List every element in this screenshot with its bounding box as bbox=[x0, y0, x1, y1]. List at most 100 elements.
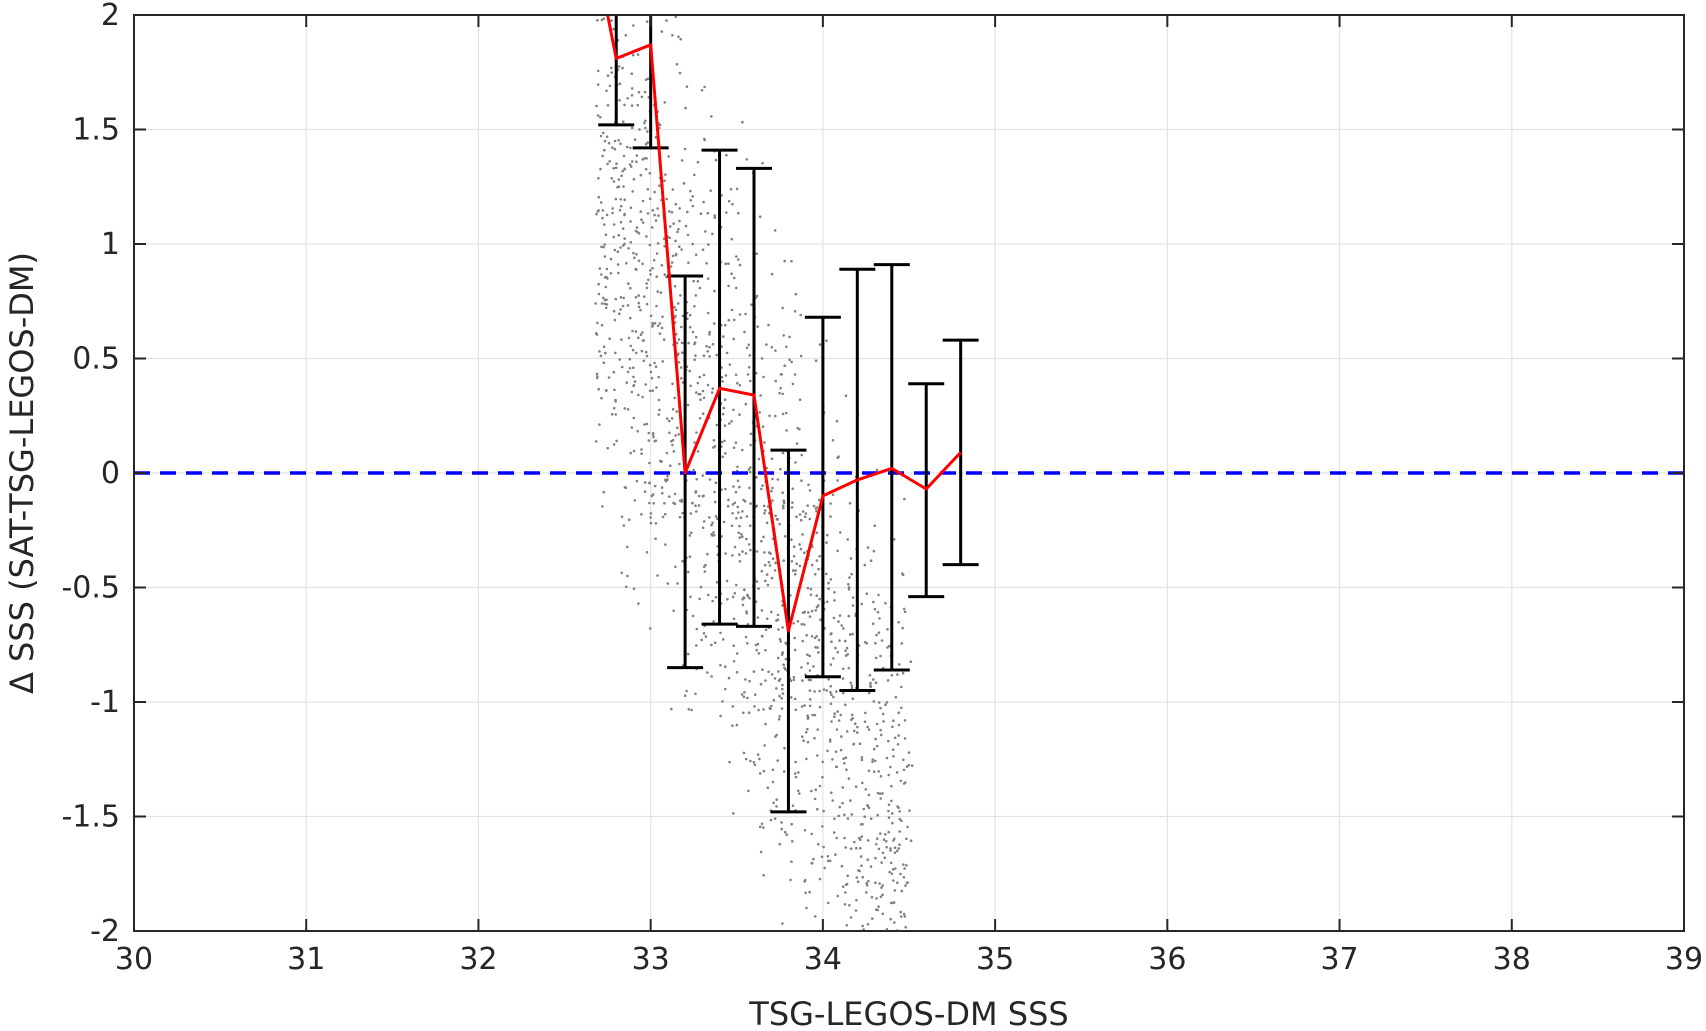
scatter-point bbox=[850, 572, 853, 576]
scatter-point bbox=[701, 248, 705, 251]
scatter-point bbox=[893, 851, 897, 854]
scatter-point bbox=[890, 799, 893, 803]
scatter-point bbox=[893, 846, 897, 849]
y-tick-label: -2 bbox=[90, 914, 120, 949]
scatter-point bbox=[779, 386, 782, 390]
scatter-point bbox=[835, 728, 839, 731]
scatter-point bbox=[602, 361, 606, 365]
scatter-point bbox=[635, 160, 638, 163]
scatter-point bbox=[609, 257, 613, 261]
scatter-point bbox=[898, 830, 901, 833]
scatter-point bbox=[856, 731, 859, 734]
scatter-point bbox=[632, 366, 635, 370]
scatter-point bbox=[654, 365, 658, 369]
scatter-point bbox=[686, 652, 690, 656]
scatter-point bbox=[725, 153, 728, 157]
scatter-point bbox=[671, 188, 675, 191]
scatter-point bbox=[635, 226, 639, 229]
scatter-point bbox=[790, 506, 794, 509]
scatter-point bbox=[781, 687, 784, 691]
scatter-point bbox=[688, 313, 692, 317]
scatter-point bbox=[673, 502, 677, 506]
scatter-point bbox=[892, 538, 896, 541]
scatter-point bbox=[793, 310, 797, 313]
scatter-point bbox=[759, 394, 762, 397]
scatter-point bbox=[723, 424, 727, 427]
scatter-point bbox=[869, 559, 873, 562]
scatter-point bbox=[900, 685, 903, 689]
scatter-point bbox=[749, 379, 752, 383]
scatter-point bbox=[872, 700, 876, 703]
scatter-point bbox=[715, 580, 719, 584]
scatter-point bbox=[758, 411, 761, 414]
scatter-point bbox=[780, 821, 783, 824]
scatter-point bbox=[619, 246, 622, 249]
scatter-point bbox=[711, 342, 715, 346]
scatter-point bbox=[701, 474, 704, 477]
scatter-point bbox=[771, 557, 775, 560]
scatter-point bbox=[762, 535, 765, 539]
x-tick-label: 32 bbox=[459, 942, 497, 977]
scatter-point bbox=[807, 611, 810, 614]
scatter-point bbox=[865, 592, 869, 595]
scatter-point bbox=[867, 728, 871, 731]
scatter-point bbox=[640, 95, 644, 99]
scatter-point bbox=[761, 635, 764, 638]
scatter-point bbox=[818, 498, 821, 502]
scatter-point bbox=[648, 501, 651, 505]
scatter-point bbox=[601, 154, 604, 158]
scatter-point bbox=[825, 572, 828, 576]
scatter-point bbox=[865, 881, 868, 885]
scatter-point bbox=[748, 679, 751, 683]
scatter-point bbox=[597, 177, 600, 180]
scatter-point bbox=[774, 349, 777, 352]
scatter-point bbox=[728, 760, 731, 764]
scatter-point bbox=[762, 826, 765, 829]
scatter-point bbox=[710, 643, 713, 647]
scatter-point bbox=[856, 725, 859, 729]
scatter-point bbox=[764, 628, 768, 631]
scatter-point bbox=[649, 314, 653, 318]
scatter-point bbox=[599, 167, 602, 171]
scatter-point bbox=[872, 549, 876, 553]
scatter-point bbox=[863, 720, 867, 723]
scatter-point bbox=[603, 276, 607, 279]
scatter-point bbox=[678, 245, 681, 248]
scatter-point bbox=[752, 761, 756, 764]
scatter-point bbox=[634, 330, 638, 333]
scatter-point bbox=[830, 640, 833, 643]
scatter-point bbox=[671, 408, 675, 411]
scatter-point bbox=[773, 569, 777, 572]
scatter-point bbox=[627, 336, 631, 340]
scatter-point bbox=[774, 561, 777, 565]
scatter-point bbox=[654, 136, 658, 139]
scatter-point bbox=[900, 819, 903, 823]
scatter-point bbox=[819, 618, 822, 621]
scatter-point bbox=[661, 491, 664, 495]
scatter-point bbox=[637, 393, 640, 397]
scatter-point bbox=[870, 895, 874, 899]
scatter-point bbox=[880, 886, 883, 889]
scatter-point bbox=[683, 694, 687, 697]
scatter-point bbox=[615, 162, 618, 165]
scatter-point bbox=[646, 130, 649, 133]
scatter-point bbox=[727, 676, 731, 680]
scatter-point bbox=[884, 703, 887, 706]
scatter-point bbox=[702, 200, 705, 204]
scatter-point bbox=[652, 259, 656, 262]
scatter-point bbox=[643, 490, 647, 494]
scatter-point bbox=[763, 744, 766, 747]
scatter-point bbox=[895, 849, 899, 853]
scatter-point bbox=[628, 367, 632, 370]
scatter-point bbox=[833, 817, 836, 821]
scatter-point bbox=[896, 673, 899, 676]
scatter-point bbox=[847, 666, 851, 670]
scatter-point bbox=[649, 512, 653, 515]
scatter-point bbox=[892, 839, 895, 842]
grid bbox=[133, 14, 1685, 932]
scatter-point bbox=[637, 602, 640, 605]
scatter-point bbox=[776, 656, 780, 660]
scatter-point bbox=[851, 596, 855, 599]
scatter-point bbox=[902, 863, 905, 866]
scatter-point bbox=[619, 142, 622, 146]
